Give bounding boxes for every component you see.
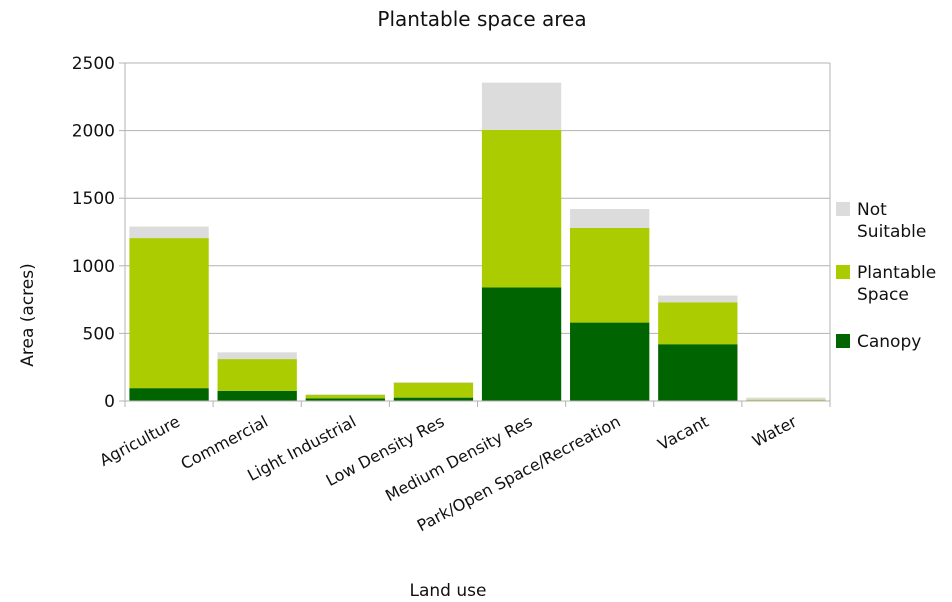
y-tick-label: 500 (83, 324, 115, 344)
bar-not-suitable (129, 226, 209, 239)
legend-label: Plantable (857, 263, 936, 283)
bar-not-suitable (305, 394, 385, 395)
bar-plantable-space (305, 394, 385, 399)
legend-swatch-not-suitable (836, 202, 850, 216)
bar-canopy (481, 287, 562, 401)
bar-not-suitable (746, 397, 826, 400)
bar-canopy (658, 344, 738, 401)
gridlines (119, 62, 830, 402)
x-tick-label: Agriculture (96, 412, 183, 470)
legend-swatch-canopy (836, 334, 850, 348)
bars (129, 82, 826, 401)
y-tick-label: 1500 (72, 189, 115, 209)
x-tick-label: Medium Density Res (382, 412, 535, 506)
x-axis-label: Land use (410, 581, 487, 601)
legend-swatch-plantable-space (836, 265, 850, 279)
bar-not-suitable (570, 209, 650, 228)
bar-not-suitable (217, 352, 297, 360)
y-tick-label: 0 (104, 392, 115, 412)
legend-label: Space (857, 285, 909, 305)
bar-plantable-space (129, 238, 209, 389)
y-axis-label: Area (acres) (18, 263, 38, 367)
x-tick-label: Vacant (655, 412, 712, 454)
bar-plantable-space (570, 227, 650, 323)
bar-canopy (570, 322, 650, 401)
axes (124, 63, 831, 407)
bar-plantable-space (217, 359, 297, 391)
x-tick-label: Water (749, 412, 800, 451)
y-tick-label: 2500 (72, 54, 115, 74)
bar-plantable-space (481, 129, 562, 288)
chart-title: Plantable space area (377, 7, 586, 31)
bar-plantable-space (746, 399, 826, 401)
bar-plantable-space (393, 382, 474, 398)
y-tick-label: 1000 (72, 257, 115, 277)
bar-canopy (129, 388, 209, 401)
bar-canopy (305, 398, 385, 401)
y-tick-labels: 0 500 1000 1500 2000 2500 (72, 54, 115, 412)
legend-label: Suitable (857, 222, 926, 242)
bar-not-suitable (658, 295, 738, 303)
bar-not-suitable (481, 82, 562, 130)
legend-label: Not (857, 200, 887, 220)
bar-canopy (393, 397, 474, 401)
y-tick-label: 2000 (72, 122, 115, 142)
legend-label: Canopy (857, 332, 921, 352)
bar-plantable-space (658, 302, 738, 345)
bar-not-suitable (393, 382, 474, 383)
bar-canopy (217, 390, 297, 401)
